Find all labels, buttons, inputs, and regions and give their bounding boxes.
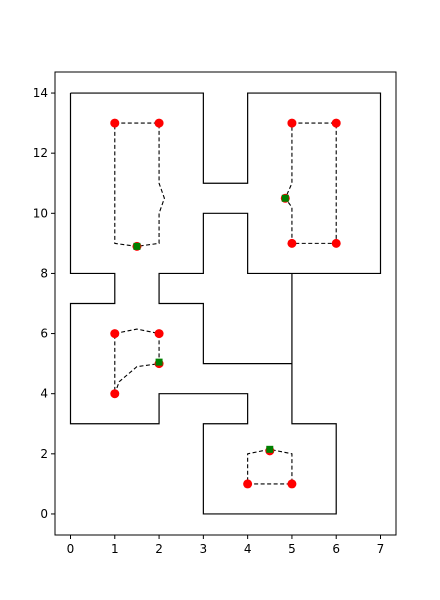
y-tick-label: 8	[40, 266, 48, 280]
x-tick-label: 0	[67, 542, 75, 556]
y-tick-label: 10	[33, 206, 48, 220]
dashed-path	[247, 448, 293, 485]
wall-outline	[69, 92, 382, 515]
walls-layer	[69, 92, 382, 515]
y-tick-label: 0	[40, 507, 48, 521]
red-point	[243, 479, 253, 489]
red-point	[154, 118, 164, 128]
paths-layer	[114, 122, 337, 485]
x-tick-label: 4	[244, 542, 252, 556]
dashed-path	[114, 328, 160, 394]
y-axis-ticks: 0 2 4 6 8 10 12 14	[33, 86, 55, 521]
green-marker	[281, 194, 289, 202]
red-point	[287, 479, 297, 489]
red-point	[154, 329, 164, 339]
x-tick-label: 2	[155, 542, 163, 556]
axes-frame	[54, 71, 397, 536]
red-point	[110, 329, 120, 339]
x-tick-label: 1	[111, 542, 119, 556]
x-tick-label: 6	[332, 542, 340, 556]
red-point	[331, 238, 341, 248]
dashed-path	[284, 122, 337, 244]
red-point	[287, 118, 297, 128]
green-marker	[133, 242, 141, 250]
red-point	[110, 118, 120, 128]
y-tick-label: 14	[33, 86, 48, 100]
y-tick-label: 6	[40, 327, 48, 341]
y-tick-label: 4	[40, 387, 48, 401]
green-marker	[266, 445, 274, 453]
x-tick-label: 7	[377, 542, 385, 556]
red-point	[110, 389, 120, 399]
red-point	[287, 238, 297, 248]
points-layer	[110, 118, 341, 489]
markers-layer	[133, 194, 289, 453]
red-point	[331, 118, 341, 128]
y-tick-label: 2	[40, 447, 48, 461]
x-tick-label: 5	[288, 542, 296, 556]
green-marker	[155, 358, 163, 366]
x-tick-label: 3	[200, 542, 208, 556]
y-tick-label: 12	[33, 146, 48, 160]
dashed-path	[114, 122, 165, 247]
x-axis-ticks: 0 1 2 3 4 5 6 7	[67, 535, 385, 556]
